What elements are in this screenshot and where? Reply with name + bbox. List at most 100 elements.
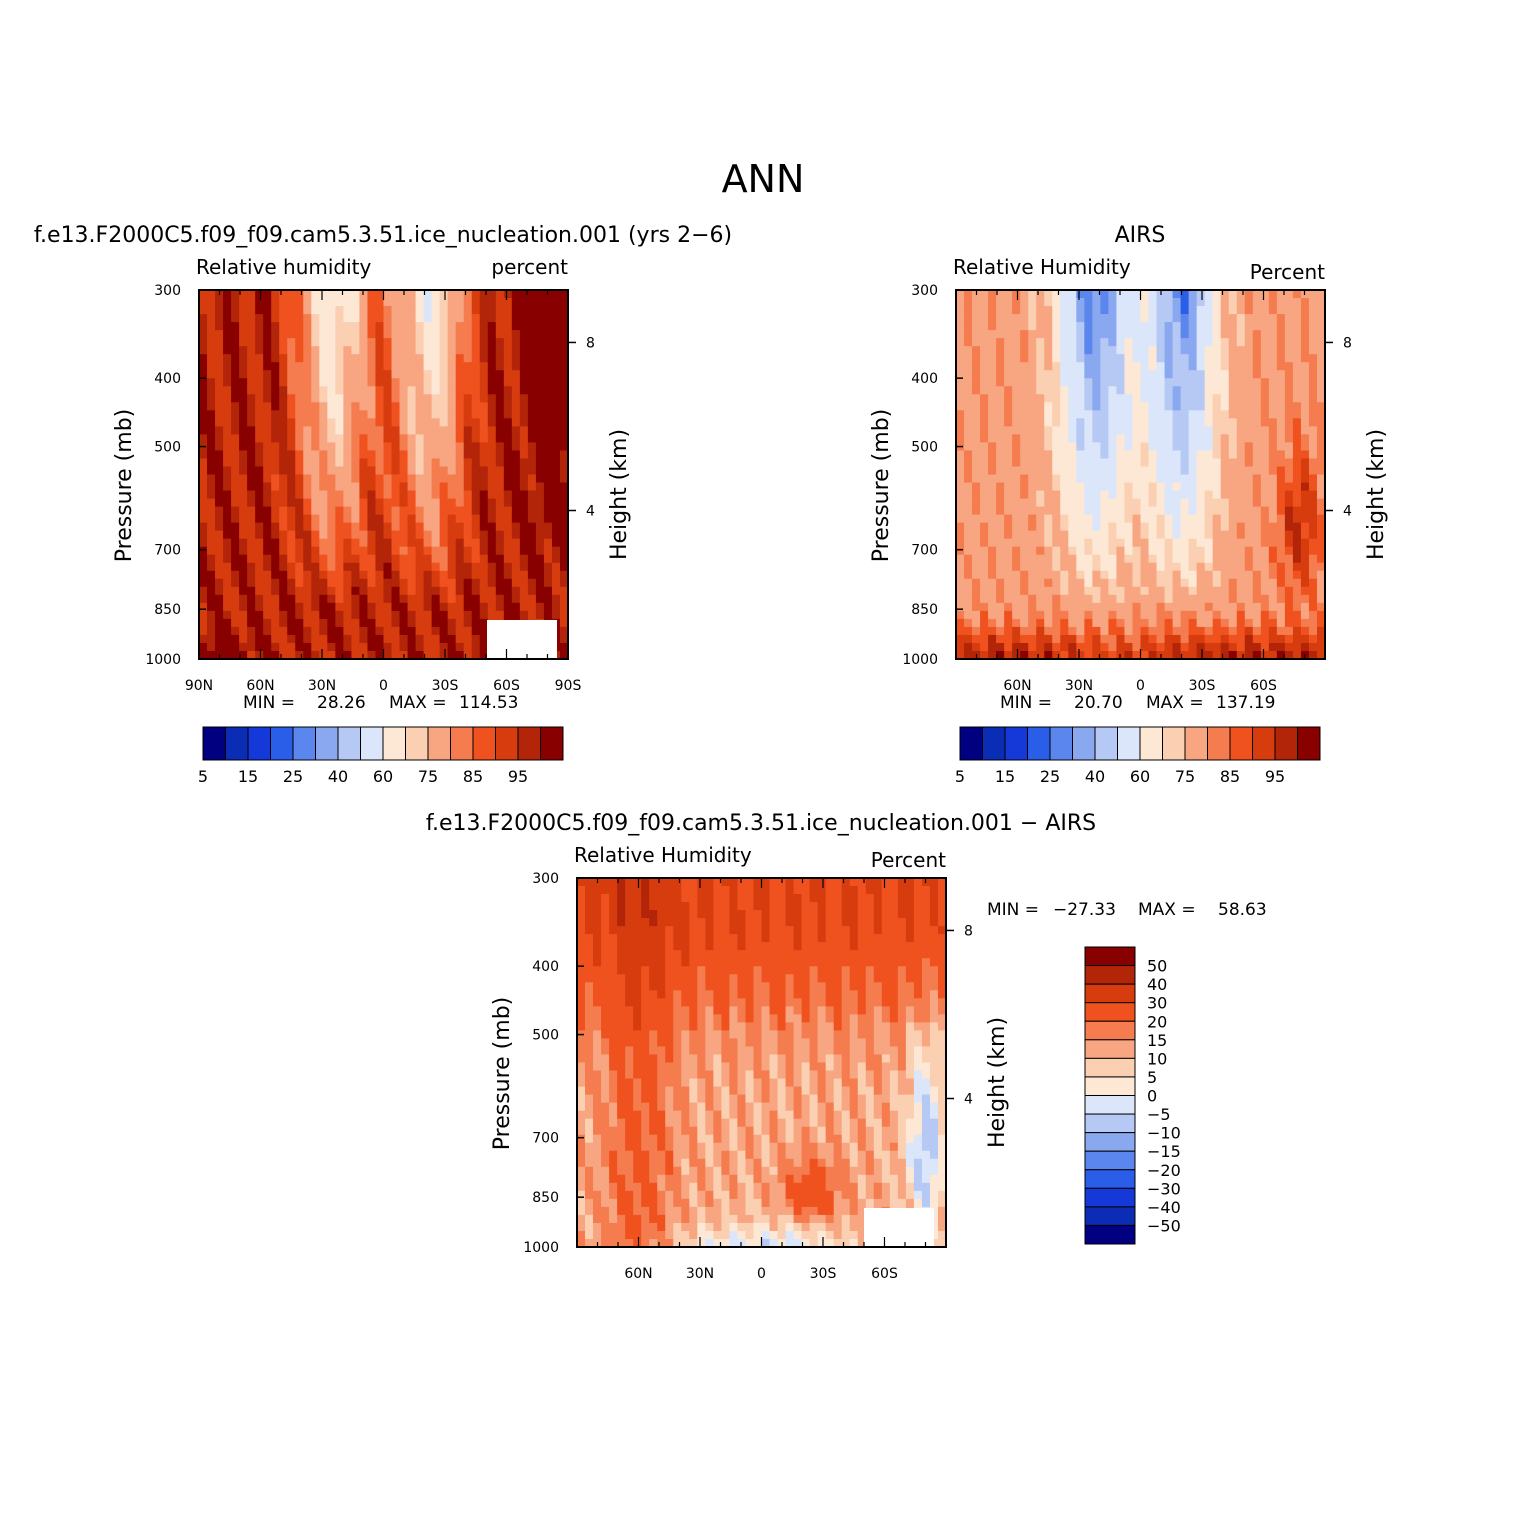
heatmap-cell [231, 578, 240, 588]
heatmap-cell [535, 482, 545, 492]
heatmap-cell [1172, 626, 1182, 636]
heatmap-cell [223, 498, 232, 508]
heatmap-cell [1076, 394, 1085, 403]
heatmap-cell [1220, 442, 1230, 452]
heatmap-cell [535, 426, 545, 435]
heatmap-cell [1052, 434, 1061, 444]
heatmap-cell [511, 306, 521, 315]
heatmap-cell [1212, 322, 1222, 331]
heatmap-cell [1300, 570, 1310, 580]
heatmap-cell [455, 634, 465, 644]
heatmap-cell [207, 490, 216, 500]
heatmap-cell [625, 1174, 634, 1184]
heatmap-cell [343, 554, 353, 564]
heatmap-cell [1292, 378, 1302, 387]
heatmap-cell [471, 418, 481, 427]
heatmap-cell [593, 990, 602, 999]
heatmap-cell [1300, 394, 1310, 403]
heatmap-cell [487, 386, 497, 395]
heatmap-cell [519, 346, 529, 355]
heatmap-cell [303, 474, 312, 484]
heatmap-cell [1204, 626, 1214, 636]
heatmap-cell [1028, 322, 1037, 331]
heatmap-cell [1124, 434, 1134, 444]
heatmap-cell [447, 610, 457, 620]
heatmap-cell [359, 466, 369, 476]
heatmap-cell [577, 910, 586, 919]
heatmap-cell [1092, 290, 1101, 299]
heatmap-cell [391, 426, 401, 435]
heatmap-cell [407, 490, 417, 500]
heatmap-cell [311, 618, 320, 628]
heatmap-cell [1300, 418, 1310, 427]
heatmap-cell [593, 1014, 602, 1023]
heatmap-cell [207, 482, 216, 492]
heatmap-cell [617, 1166, 626, 1176]
heatmap-cell [593, 1070, 602, 1080]
heatmap-cell [199, 594, 208, 604]
heatmap-cell [964, 506, 973, 516]
heatmap-cell [1012, 370, 1021, 379]
height-tick-label: 4 [1343, 504, 1352, 520]
heatmap-cell [551, 562, 561, 572]
heatmap-cell [1124, 362, 1134, 371]
heatmap-cell [343, 458, 353, 468]
heatmap-cell [399, 394, 409, 403]
heatmap-cell [609, 1038, 618, 1048]
heatmap-cell [1044, 578, 1053, 588]
heatmap-cell [1172, 474, 1182, 484]
heatmap-cell [343, 410, 353, 419]
heatmap-cell [207, 442, 216, 452]
heatmap-cell [199, 418, 208, 427]
heatmap-cell [1276, 618, 1286, 628]
heatmap-cell [1156, 362, 1166, 371]
heatmap-cell [964, 434, 973, 444]
heatmap-cell [1036, 546, 1045, 556]
heatmap-cell [311, 594, 320, 604]
heatmap-cell [593, 982, 602, 991]
heatmap-cell [559, 610, 569, 620]
heatmap-cell [423, 642, 433, 652]
heatmap-cell [1020, 514, 1029, 524]
heatmap-cell [447, 338, 457, 347]
heatmap-cell [263, 506, 272, 516]
heatmap-cell [577, 1054, 586, 1064]
heatmap-cell [447, 642, 457, 652]
heatmap-cell [585, 990, 594, 999]
heatmap-cell [335, 346, 344, 355]
heatmap-cell [1084, 634, 1093, 644]
heatmap-cell [319, 578, 328, 588]
heatmap-cell [215, 314, 224, 323]
heatmap-cell [609, 966, 618, 975]
heatmap-cell [1196, 314, 1206, 323]
heatmap-cell [1012, 474, 1021, 484]
heatmap-cell [1100, 450, 1110, 460]
heatmap-cell [980, 330, 989, 339]
heatmap-cell [423, 346, 433, 355]
heatmap-cell [625, 1182, 634, 1192]
heatmap-cell [1244, 642, 1254, 652]
heatmap-cell [1220, 314, 1230, 323]
heatmap-cell [319, 650, 328, 660]
heatmap-cell [1036, 386, 1045, 395]
heatmap-cell [551, 586, 561, 596]
heatmap-cell [1068, 330, 1077, 339]
heatmap-cell [215, 602, 224, 612]
heatmap-cell [1028, 594, 1037, 604]
heatmap-cell [543, 330, 553, 339]
heatmap-cell [1244, 418, 1254, 427]
y-tick-label: 700 [154, 543, 181, 559]
heatmap-cell [303, 514, 312, 524]
heatmap-cell [295, 626, 304, 636]
heatmap-cell [335, 602, 344, 612]
heatmap-cell [1108, 322, 1118, 331]
heatmap-cell [633, 1214, 642, 1224]
heatmap-cell [1292, 450, 1302, 460]
heatmap-cell [391, 546, 401, 556]
heatmap-cell [343, 290, 353, 299]
heatmap-cell [415, 394, 425, 403]
heatmap-cell [972, 642, 981, 652]
heatmap-cell [271, 458, 280, 468]
heatmap-cell [1300, 626, 1310, 636]
heatmap-cell [407, 522, 417, 532]
